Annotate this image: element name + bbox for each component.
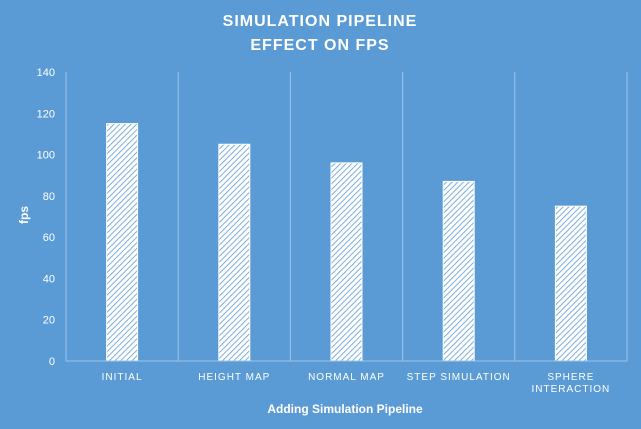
bar	[554, 205, 587, 362]
y-tick-label: 20	[43, 315, 55, 327]
x-axis-title: Adding Simulation Pipeline	[267, 402, 423, 416]
y-tick-label: 120	[37, 108, 55, 120]
bar	[218, 143, 251, 362]
chart-title-line-1: SIMULATION PIPELINE	[223, 13, 418, 30]
bar	[106, 123, 139, 362]
x-tick-label: SPHERE INTERACTION	[532, 372, 611, 395]
x-tick-label: INITIAL	[102, 372, 143, 383]
x-tick-label: STEP SIMULATION	[407, 372, 511, 383]
x-tick-label: HEIGHT MAP	[198, 372, 270, 383]
chart-title-line-2: EFFECT ON FPS	[250, 37, 389, 54]
x-tick-label: NORMAL MAP	[308, 372, 385, 383]
y-tick-label: 40	[43, 273, 55, 285]
y-axis-title: fps	[17, 206, 31, 224]
y-tick-label: 140	[37, 67, 55, 79]
y-tick-label: 100	[37, 150, 55, 162]
bar	[442, 180, 475, 362]
y-axis-ticks: 0 20 40 60 80 100 120 140	[37, 67, 55, 368]
y-tick-label: 60	[43, 232, 55, 244]
y-tick-label: 0	[49, 356, 55, 368]
chart-title: SIMULATION PIPELINE EFFECT ON FPS	[223, 13, 418, 54]
x-axis-category-labels: INITIAL HEIGHT MAP NORMAL MAP STEP SIMULATI…	[102, 372, 611, 395]
bars	[106, 123, 587, 362]
y-tick-label: 80	[43, 191, 55, 203]
gridlines	[65, 72, 628, 361]
bar	[330, 162, 363, 362]
